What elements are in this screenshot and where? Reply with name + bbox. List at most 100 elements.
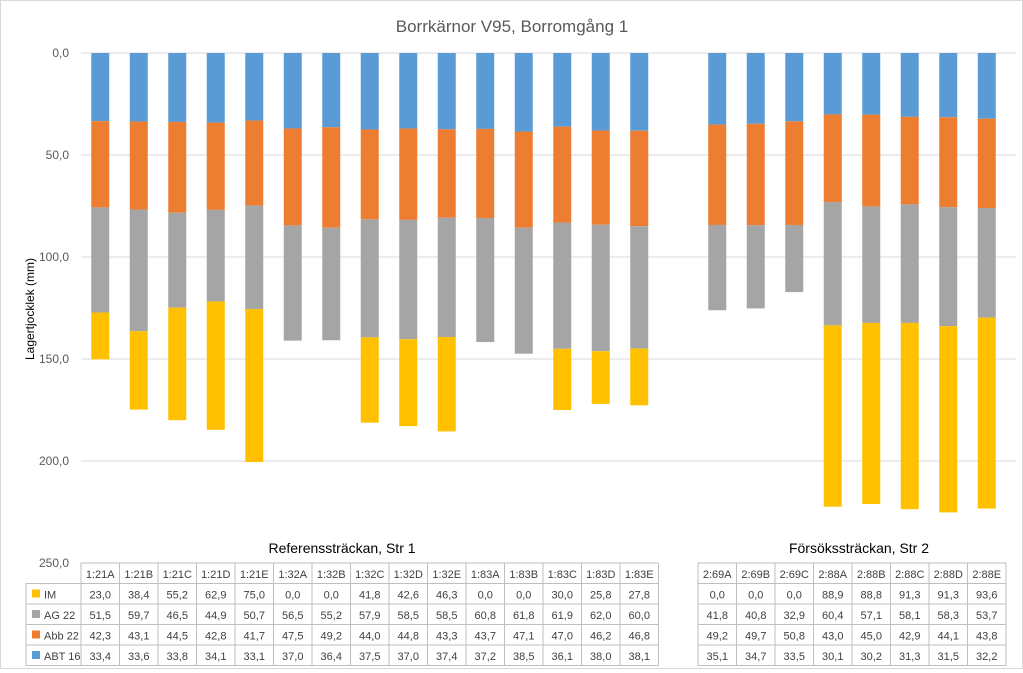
table-cell: 0,0 xyxy=(787,590,802,602)
bar-abb-22 xyxy=(553,126,572,223)
bar-abb-22 xyxy=(785,121,804,225)
table-cell: 34,1 xyxy=(205,651,226,663)
table-cell: 44,0 xyxy=(359,631,380,643)
bar-abb-22 xyxy=(591,130,610,225)
table-cell: 44,1 xyxy=(938,631,959,643)
table-cell: 37,0 xyxy=(282,651,303,663)
bar-abt-16 xyxy=(900,53,919,117)
legend-swatch xyxy=(32,589,40,598)
bar-ag-22 xyxy=(900,204,919,323)
bar-im xyxy=(553,348,572,410)
bar-ag-22 xyxy=(746,225,765,309)
table-header-cell: 2:88C xyxy=(895,569,924,581)
table-cell: 41,8 xyxy=(707,610,728,622)
bar-ag-22 xyxy=(823,202,842,326)
legend-swatch xyxy=(32,610,40,618)
bar-ag-22 xyxy=(553,222,572,349)
y-tick-label: 0,0 xyxy=(52,46,69,60)
table-cell: 44,5 xyxy=(167,631,188,643)
table-cell: 40,8 xyxy=(745,610,766,622)
bar-abb-22 xyxy=(514,131,533,228)
table-cell: 60,0 xyxy=(629,610,650,622)
y-tick-label: 100,0 xyxy=(39,250,69,264)
table-header-cell: 1:32B xyxy=(317,569,346,581)
table-header-cell: 1:32A xyxy=(278,569,307,581)
table-cell: 75,0 xyxy=(244,590,265,602)
table-header-cell: 2:69A xyxy=(703,569,732,581)
bar-ag-22 xyxy=(168,212,187,308)
bar-im xyxy=(823,325,842,507)
table-cell: 30,0 xyxy=(552,590,573,602)
table-cell: 43,1 xyxy=(128,631,149,643)
table-cell: 38,1 xyxy=(629,651,650,663)
bar-abt-16 xyxy=(206,53,225,123)
bar-ag-22 xyxy=(514,227,533,354)
table-cell: 58,1 xyxy=(899,610,920,622)
table-header-cell: 2:88A xyxy=(818,569,847,581)
table-cell: 61,8 xyxy=(513,610,534,622)
table-header-cell: 1:21B xyxy=(124,569,153,581)
table-header-cell: 1:83C xyxy=(548,569,577,581)
table-cell: 43,8 xyxy=(976,631,997,643)
bar-im xyxy=(630,348,649,406)
table-header-cell: 1:21A xyxy=(86,569,115,581)
bar-ag-22 xyxy=(977,208,996,318)
bar-abt-16 xyxy=(862,53,881,115)
table-cell: 33,8 xyxy=(167,651,188,663)
table-header-cell: 1:83A xyxy=(471,569,500,581)
bar-abb-22 xyxy=(746,123,765,226)
bar-ag-22 xyxy=(283,225,302,341)
bar-ag-22 xyxy=(785,224,804,293)
table-header-cell: 2:88E xyxy=(972,569,1001,581)
table-cell: 32,2 xyxy=(976,651,997,663)
legend-swatch xyxy=(32,630,40,639)
table-cell: 33,5 xyxy=(784,651,805,663)
bar-im xyxy=(862,322,881,505)
table-header-cell: 2:88D xyxy=(934,569,963,581)
table-cell: 44,8 xyxy=(398,631,419,643)
legend-swatch xyxy=(32,651,40,659)
bar-im xyxy=(977,317,996,509)
table-cell: 88,8 xyxy=(861,590,882,602)
legend-label: ABT 16 xyxy=(44,651,81,663)
table-cell: 31,5 xyxy=(938,651,959,663)
bar-abt-16 xyxy=(977,53,996,119)
table-cell: 93,6 xyxy=(976,590,997,602)
bar-abt-16 xyxy=(322,53,341,128)
table-cell: 31,3 xyxy=(899,651,920,663)
y-tick-label: 150,0 xyxy=(39,352,69,366)
table-cell: 0,0 xyxy=(478,590,493,602)
bar-abt-16 xyxy=(476,53,495,129)
table-cell: 42,8 xyxy=(205,631,226,643)
bar-ag-22 xyxy=(437,217,456,337)
bar-ag-22 xyxy=(322,227,341,341)
table-cell: 0,0 xyxy=(710,590,725,602)
table-cell: 37,0 xyxy=(398,651,419,663)
table-cell: 30,2 xyxy=(861,651,882,663)
table-cell: 88,9 xyxy=(822,590,843,602)
table-cell: 37,2 xyxy=(475,651,496,663)
bar-im xyxy=(437,336,456,432)
table-cell: 38,4 xyxy=(128,590,149,602)
bar-abb-22 xyxy=(206,122,225,210)
table-cell: 91,3 xyxy=(938,590,959,602)
table-cell: 37,5 xyxy=(359,651,380,663)
gridlines xyxy=(81,52,1016,462)
data-table: 1:21A 1:21B 1:21C 1:21D 1:21E 1:32A 1:32B 1:32C… xyxy=(25,562,1007,666)
table-header-cell: 1:83D xyxy=(586,569,615,581)
table-header-cell: 1:32D xyxy=(394,569,423,581)
y-tick-label: 250,0 xyxy=(39,556,69,570)
table-cell: 38,5 xyxy=(513,651,534,663)
table-header-cell: 2:69B xyxy=(741,569,770,581)
table-cell: 43,7 xyxy=(475,631,496,643)
table-cell: 51,5 xyxy=(90,610,111,622)
table-cell: 47,5 xyxy=(282,631,303,643)
bar-ag-22 xyxy=(91,207,110,313)
y-axis-label: Lagertjocklek (mm) xyxy=(23,258,37,360)
bar-ag-22 xyxy=(360,219,379,338)
table-cell: 38,0 xyxy=(590,651,611,663)
bar-im xyxy=(91,312,110,360)
bar-abb-22 xyxy=(630,130,649,227)
